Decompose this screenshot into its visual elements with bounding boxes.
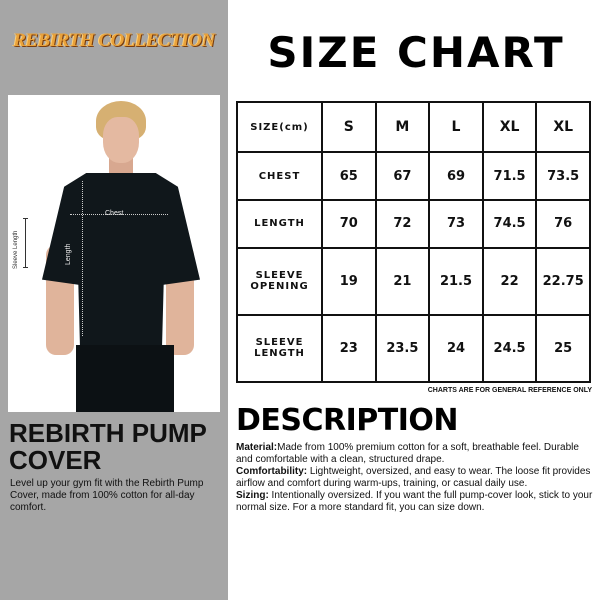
description-body: Material:Made from 100% premium cotton f… (236, 442, 598, 514)
model-pants (76, 345, 174, 412)
table-cell: 67 (374, 151, 431, 201)
description-item: Sizing: Intentionally oversized. If you … (236, 490, 598, 513)
sleeve-measure-line (23, 218, 28, 268)
model-face (103, 117, 139, 163)
table-cell: 22 (481, 246, 538, 316)
description-item: Material:Made from 100% premium cotton f… (236, 442, 598, 465)
header-cell: M (374, 100, 431, 154)
chest-label: Chest (105, 210, 124, 217)
description-item: Comfortability: Lightweight, oversized, … (236, 466, 598, 489)
table-cell: 21 (374, 246, 431, 316)
row-label: SLEEVE OPENING (236, 246, 323, 316)
row-label: SLEEVE LENGTH (236, 313, 323, 384)
header-cell: XL (481, 100, 538, 154)
table-header-row: SIZE(cm) S M L XL XL (236, 100, 591, 154)
table-cell: 19 (321, 246, 377, 316)
table-row: LENGTH 70 72 73 74.5 76 (236, 198, 591, 249)
table-cell: 74.5 (481, 198, 538, 249)
table-cell: 76 (535, 198, 591, 249)
left-panel: REBIRTH COLLECTION Chest Length Sleeve L… (0, 0, 228, 600)
table-cell: 24 (428, 313, 484, 384)
table-cell: 73 (428, 198, 484, 249)
description-label: Material: (236, 442, 278, 453)
chest-measure-line (70, 214, 168, 215)
header-cell: L (428, 100, 484, 154)
table-cell: 21.5 (428, 246, 484, 316)
table-cell: 25 (535, 313, 591, 384)
table-cell: 73.5 (535, 151, 591, 201)
length-label: Length (65, 243, 72, 265)
product-name: REBIRTH PUMP COVER (9, 418, 207, 475)
table-cell: 65 (321, 151, 377, 201)
header-cell: XL (535, 100, 591, 154)
product-photo: Chest Length Sleeve Length (8, 95, 220, 412)
size-chart-table: SIZE(cm) S M L XL XL CHEST 65 67 69 71.5… (236, 100, 591, 384)
sleeve-length-label: Sleeve Length (13, 230, 19, 269)
row-label: LENGTH (236, 198, 323, 249)
description-label: Sizing: (236, 490, 269, 501)
header-cell: S (321, 100, 377, 154)
header-cell: SIZE(cm) (236, 100, 323, 154)
size-chart-title: SIZE CHART (267, 28, 565, 77)
table-row: SLEEVE LENGTH 23 23.5 24 24.5 25 (236, 313, 591, 384)
table-cell: 24.5 (481, 313, 538, 384)
product-description: Level up your gym fit with the Rebirth P… (10, 478, 204, 513)
description-text: Lightweight, oversized, and easy to wear… (236, 466, 591, 489)
table-cell: 69 (428, 151, 484, 201)
table-cell: 70 (321, 198, 377, 249)
description-text: Intentionally oversized. If you want the… (236, 490, 593, 513)
brand-logo: REBIRTH COLLECTION (13, 30, 215, 51)
description-text: Made from 100% premium cotton for a soft… (236, 442, 579, 465)
row-label: CHEST (236, 151, 323, 201)
table-cell: 72 (374, 198, 431, 249)
table-cell: 23.5 (374, 313, 431, 384)
table-row: CHEST 65 67 69 71.5 73.5 (236, 151, 591, 201)
reference-note: CHARTS ARE FOR GENERAL REFERENCE ONLY (427, 387, 592, 394)
description-title: DESCRIPTION (236, 403, 459, 438)
table-row: SLEEVE OPENING 19 21 21.5 22 22.75 (236, 246, 591, 316)
table-cell: 23 (321, 313, 377, 384)
table-cell: 22.75 (535, 246, 591, 316)
length-measure-line (82, 181, 83, 336)
table-cell: 71.5 (481, 151, 538, 201)
description-label: Comfortability: (236, 466, 308, 477)
